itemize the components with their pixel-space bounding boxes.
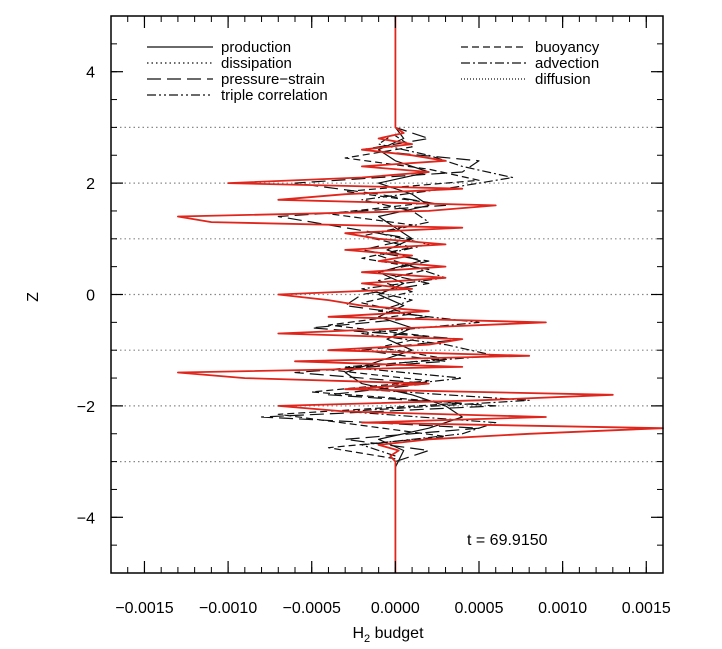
total-series-line: [176, 16, 664, 573]
time-annotation: t = 69.9150: [467, 532, 548, 549]
y-tick-label: 2: [86, 176, 95, 193]
component-series-line: [344, 132, 530, 457]
legend: productiondissipationpressure−straintrip…: [147, 39, 600, 104]
x-axis-label-main: H: [352, 625, 364, 642]
x-axis-label-subscript: 2: [364, 633, 370, 645]
legend-item-label: buoyancy: [535, 39, 600, 56]
x-axis-label-rest: budget: [370, 625, 424, 642]
x-tick-label: −0.0005: [283, 600, 341, 617]
component-series-line: [260, 126, 497, 463]
axes: −0.0015 −0.0010 −0.0005 0.0000 0.0005 0.0010 0…: [77, 15, 671, 617]
x-tick-label: 0.0010: [538, 600, 587, 617]
x-tick-label: −0.0015: [115, 600, 173, 617]
component-series-line: [277, 135, 480, 460]
y-tick-label: −4: [77, 510, 95, 527]
legend-item-label: triple correlation: [221, 87, 328, 104]
reference-lines: [111, 126, 663, 463]
x-tick-label: 0.0015: [622, 600, 671, 617]
x-tick-label: −0.0010: [199, 600, 257, 617]
x-tick-label: 0.0005: [455, 600, 504, 617]
y-tick-label: −2: [77, 399, 95, 416]
y-axis-label: Z: [25, 292, 42, 302]
y-tick-label: 4: [86, 65, 95, 82]
x-tick-label: 0.0000: [371, 600, 420, 617]
legend-item-label: dissipation: [221, 55, 292, 72]
series-lines: [176, 16, 664, 573]
y-tick-label: 0: [86, 288, 95, 305]
legend-item-label: advection: [535, 55, 599, 72]
component-series-line: [344, 127, 463, 468]
x-axis-label: H2 budget: [352, 625, 424, 645]
legend-item-label: production: [221, 39, 291, 56]
legend-item-label: pressure−strain: [221, 71, 325, 88]
legend-item-label: diffusion: [535, 71, 591, 88]
